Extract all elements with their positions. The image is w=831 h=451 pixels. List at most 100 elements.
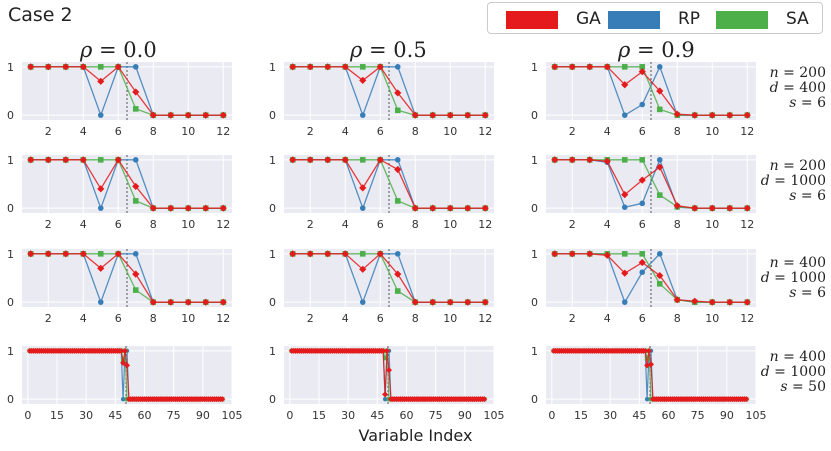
point-sa: [97, 157, 104, 163]
x-tick-label: 12: [216, 125, 230, 138]
point-sa: [97, 251, 104, 257]
point-sa: [644, 355, 650, 361]
y-tick-label: 0: [7, 202, 14, 215]
x-tick-label: 10: [181, 125, 195, 138]
x-tick-label: 0: [548, 409, 555, 422]
point-rp: [359, 299, 366, 305]
x-tick-label: 4: [342, 218, 349, 231]
x-tick-label: 8: [150, 218, 157, 231]
point-sa: [359, 64, 366, 70]
panel-r3-c2: 0 1 0 15 30 45 60 75 90 105: [531, 345, 767, 422]
point-rp: [120, 396, 126, 402]
x-tick-label: 12: [216, 312, 230, 325]
x-tick-label: 90: [720, 409, 734, 422]
column-title-rho-0: ρ = 0.0: [80, 38, 157, 62]
y-tick-label: 1: [7, 154, 14, 167]
point-ga: [324, 156, 332, 164]
x-tick-label: 6: [377, 125, 384, 138]
case-title: Case 2: [8, 4, 73, 26]
x-tick-label: 0: [24, 409, 31, 422]
panel-r3-c1: 0 1 0 15 30 45 60 75 90 105: [269, 345, 505, 422]
x-tick-label: 8: [412, 125, 419, 138]
y-tick-label: 0: [7, 296, 14, 309]
x-tick-label: 90: [458, 409, 472, 422]
point-rp: [644, 396, 650, 402]
point-ga: [97, 185, 105, 193]
y-tick-label: 1: [7, 61, 14, 74]
point-ga: [656, 163, 664, 171]
x-tick-label: 6: [639, 125, 646, 138]
point-rp: [394, 251, 401, 257]
point-ga: [306, 63, 314, 71]
x-tick-label: 8: [150, 125, 157, 138]
point-ga: [586, 63, 594, 71]
point-sa: [394, 198, 401, 204]
point-ga: [726, 204, 734, 212]
point-ga: [568, 63, 576, 71]
legend: GA RP SA: [487, 2, 823, 34]
point-ga: [382, 391, 389, 398]
point-ga: [642, 347, 649, 354]
point-ga: [44, 250, 52, 258]
x-tick-label: 8: [674, 218, 681, 231]
x-tick-label: 0: [286, 409, 293, 422]
point-ga: [568, 156, 576, 164]
point-ga: [411, 204, 419, 212]
point-ga: [568, 250, 576, 258]
point-ga: [621, 81, 629, 89]
x-axis-label: Variable Index: [358, 426, 473, 445]
point-ga: [324, 250, 332, 258]
y-tick-label: 0: [269, 296, 276, 309]
x-tick-label: 10: [443, 218, 457, 231]
point-ga: [219, 111, 227, 119]
x-tick-label: 45: [108, 409, 122, 422]
x-tick-label: 8: [150, 312, 157, 325]
point-ga: [743, 396, 750, 403]
panel-r1-c0: 012 4 6 8 10 12: [7, 154, 232, 231]
point-rp: [132, 251, 139, 257]
point-ga: [118, 347, 125, 354]
x-tick-label: 105: [746, 409, 767, 422]
panel-r0-c1: 012 4 6 8 10 12: [269, 61, 494, 138]
point-ga: [726, 111, 734, 119]
x-tick-label: 2: [307, 218, 314, 231]
point-ga: [743, 298, 751, 306]
point-ga: [122, 347, 129, 354]
point-ga: [44, 156, 52, 164]
point-ga: [429, 298, 437, 306]
point-ga: [79, 250, 87, 258]
point-ga: [394, 270, 402, 278]
x-tick-label: 6: [115, 218, 122, 231]
x-tick-label: 60: [400, 409, 414, 422]
point-ga: [621, 191, 629, 199]
point-ga: [149, 298, 157, 306]
y-tick-label: 0: [7, 109, 14, 122]
panel-r2-c1: 012 4 6 8 10 12: [269, 248, 494, 325]
x-tick-label: 12: [478, 125, 492, 138]
point-ga: [62, 250, 70, 258]
x-tick-label: 60: [662, 409, 676, 422]
point-ga: [376, 250, 384, 258]
point-ga: [464, 298, 472, 306]
point-ga: [167, 204, 175, 212]
point-ga: [359, 265, 367, 273]
panel-r1-c1: 012 4 6 8 10 12: [269, 154, 494, 231]
point-ga: [481, 298, 489, 306]
point-rp: [621, 112, 628, 118]
row-params-1: n = 200 d = 1000 s = 6: [760, 158, 826, 204]
x-tick-label: 30: [341, 409, 355, 422]
x-tick-label: 4: [604, 125, 611, 138]
x-tick-label: 45: [632, 409, 646, 422]
row-params-2: n = 400 d = 1000 s = 6: [760, 255, 826, 301]
point-ga: [586, 156, 594, 164]
point-rp: [394, 157, 401, 163]
x-tick-label: 8: [674, 312, 681, 325]
point-ga: [691, 297, 699, 305]
point-ga: [219, 396, 226, 403]
point-ga: [114, 156, 122, 164]
point-ga: [603, 157, 611, 165]
x-tick-label: 75: [691, 409, 705, 422]
point-ga: [359, 184, 367, 192]
x-tick-label: 15: [50, 409, 64, 422]
point-ga: [376, 156, 384, 164]
